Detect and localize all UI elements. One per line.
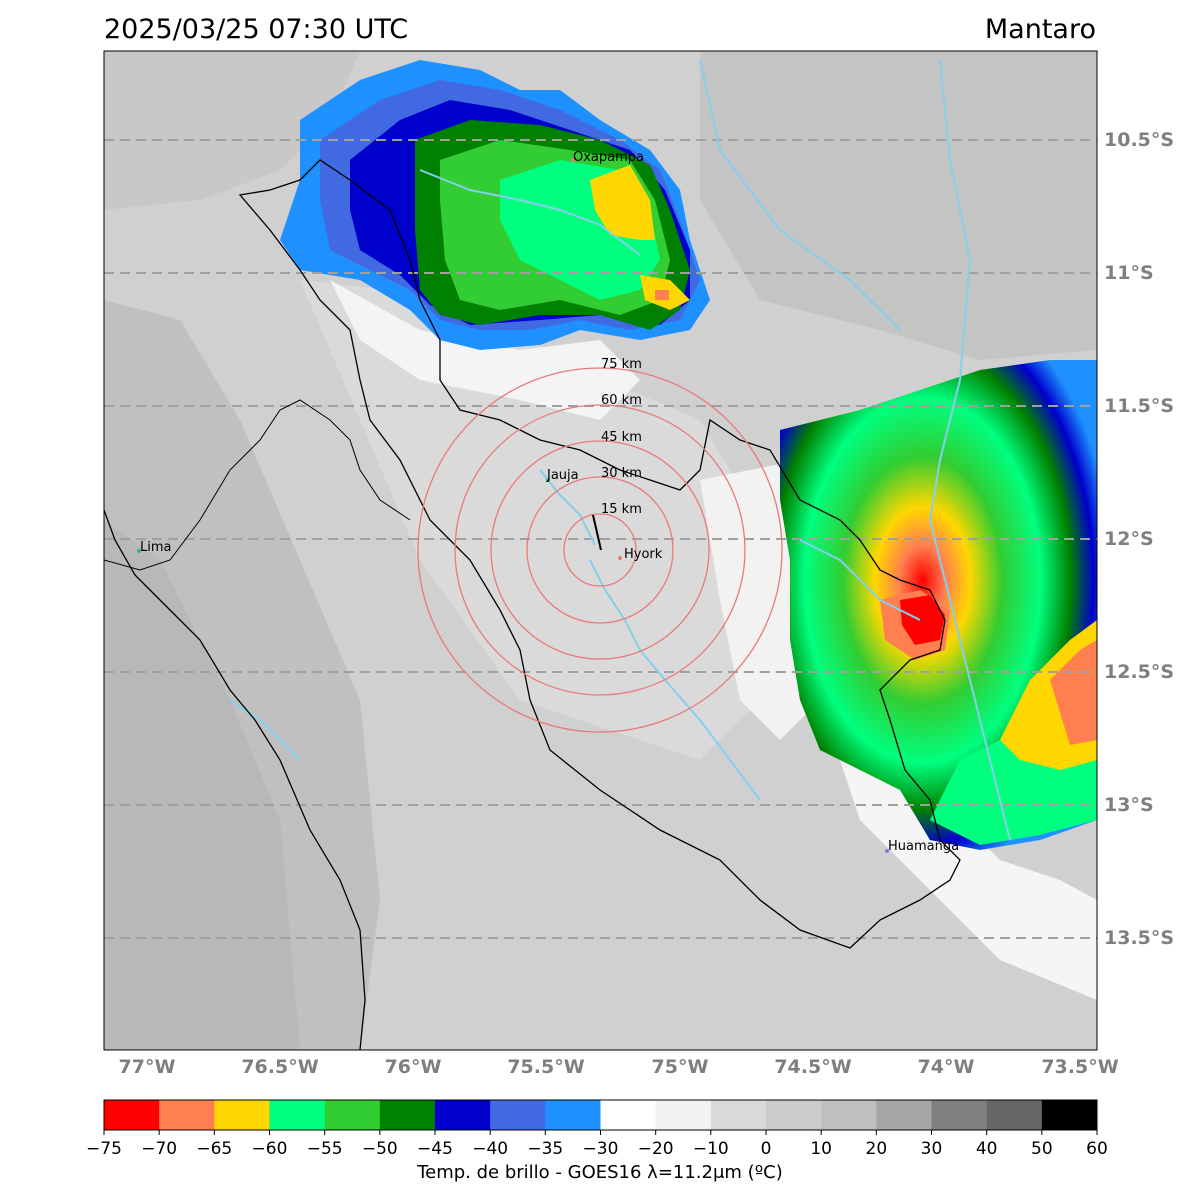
- lon-label-75w: 75°W: [652, 1056, 709, 1078]
- colorbar-tick-label: −75: [86, 1139, 122, 1159]
- lat-label-11-5s: 11.5°S: [1104, 395, 1174, 417]
- place-label-oxapampa: Oxapampa: [573, 150, 644, 165]
- ring-label-75km: 75 km: [601, 357, 642, 372]
- range-ring-15km: [563, 513, 637, 587]
- lat-label-12s: 12°S: [1104, 528, 1154, 550]
- range-ring-60km: [454, 404, 746, 696]
- lon-label-74-5w: 74.5°W: [774, 1056, 851, 1078]
- map-field: 15 km 30 km 45 km 60 km 75 km Oxapampa J…: [104, 51, 1097, 1050]
- colorbar-swatch: [766, 1100, 822, 1130]
- admin-boundary: [104, 399, 411, 571]
- place-marker-oxapampa: [571, 158, 575, 162]
- colorbar-tick-label: −10: [693, 1139, 729, 1159]
- lat-labels: 10.5°S 11°S 11.5°S 12°S 12.5°S 13°S 13.5…: [1104, 129, 1174, 949]
- place-label-huamanga: Huamanga: [888, 839, 959, 854]
- lon-label-76w: 76°W: [385, 1056, 442, 1078]
- colorbar-tick-label: −70: [141, 1139, 177, 1159]
- colorbar-swatch: [545, 1100, 601, 1130]
- colorbar-swatch: [490, 1100, 546, 1130]
- colorbar-swatch: [435, 1100, 491, 1130]
- colorbar-tick-label: −30: [583, 1139, 619, 1159]
- range-ring-30km: [526, 476, 674, 624]
- colorbar-swatch: [710, 1100, 767, 1130]
- lat-label-12-5s: 12.5°S: [1104, 661, 1174, 683]
- range-rings: [417, 367, 783, 733]
- colorbar-swatch: [986, 1100, 1043, 1130]
- place-marker-lima: [137, 549, 141, 553]
- colorbar-swatch: [379, 1100, 436, 1130]
- lat-label-13-5s: 13.5°S: [1104, 927, 1174, 949]
- ring-label-60km: 60 km: [601, 393, 642, 408]
- lon-label-75-5w: 75.5°W: [507, 1056, 584, 1078]
- colorbar-tick-label: 30: [921, 1139, 943, 1159]
- lat-label-10-5s: 10.5°S: [1104, 129, 1174, 151]
- colorbar-swatch: [1041, 1100, 1098, 1130]
- colorbar-tick-label: 20: [866, 1139, 888, 1159]
- colorbar-swatch: [931, 1100, 988, 1130]
- place-marker-jauja: [546, 478, 550, 482]
- rivers: [229, 59, 1011, 841]
- lon-labels: 77°W 76.5°W 76°W 75.5°W 75°W 74.5°W 74°W…: [119, 1056, 1119, 1078]
- lon-label-77w: 77°W: [119, 1056, 176, 1078]
- colorbar-tick-label: 40: [976, 1139, 998, 1159]
- colorbar-tick-label: −60: [252, 1139, 288, 1159]
- place-marker-huamanga: [885, 849, 889, 853]
- place-label-jauja: Jauja: [546, 468, 579, 483]
- radar-beam-line: [592, 514, 602, 551]
- colorbar-tick-label: −55: [307, 1139, 343, 1159]
- colorbar-tick-label: −20: [638, 1139, 674, 1159]
- range-ring-75km: [417, 367, 783, 733]
- lon-label-76-5w: 76.5°W: [241, 1056, 318, 1078]
- colorbar-swatch: [324, 1100, 381, 1130]
- colorbar-tick-label: −35: [527, 1139, 563, 1159]
- range-ring-45km: [490, 440, 710, 660]
- place-label-hyork: Hyork: [624, 547, 663, 562]
- colorbar-tick-label: −65: [196, 1139, 232, 1159]
- coastline: [104, 509, 366, 1050]
- colorbar-swatch: [821, 1100, 877, 1130]
- colorbar-swatch: [655, 1100, 712, 1130]
- lon-label-73-5w: 73.5°W: [1041, 1056, 1118, 1078]
- lat-gridlines: [104, 139, 1097, 939]
- ring-label-45km: 45 km: [601, 430, 642, 445]
- colorbar-swatch: [269, 1100, 326, 1130]
- colorbar-label: Temp. de brillo - GOES16 λ=11.2μm (ºC): [417, 1162, 783, 1183]
- ring-label-30km: 30 km: [601, 466, 642, 481]
- colorbar-swatch: [104, 1100, 160, 1130]
- place-marker-hyork: [618, 556, 622, 560]
- colorbar-tick-label: 50: [1031, 1139, 1053, 1159]
- colorbar-swatch: [876, 1100, 932, 1130]
- place-label-lima: Lima: [140, 540, 171, 555]
- ring-label-15km: 15 km: [601, 502, 642, 517]
- colorbar-swatch: [600, 1100, 657, 1130]
- lat-label-11s: 11°S: [1104, 262, 1154, 284]
- colorbar-ticks: −75 −70 −65 −60 −55 −50 −45 −40 −35 −30 −20 −10 0 10 2…: [86, 1130, 1108, 1159]
- colorbar-tick-label: −50: [362, 1139, 398, 1159]
- lat-label-13s: 13°S: [1104, 794, 1154, 816]
- colorbar-swatch: [159, 1100, 215, 1130]
- colorbar-tick-label: 0: [761, 1139, 772, 1159]
- colorbar: [103, 1099, 1098, 1131]
- colorbar-tick-label: −40: [472, 1139, 508, 1159]
- colorbar-tick-label: 10: [810, 1139, 832, 1159]
- map-frame: [103, 50, 1098, 1051]
- lon-label-74w: 74°W: [918, 1056, 975, 1078]
- colorbar-tick-label: −45: [417, 1139, 453, 1159]
- colorbar-tick-label: 60: [1086, 1139, 1108, 1159]
- colorbar-swatch: [214, 1100, 270, 1130]
- map-datetime: 2025/03/25 07:30 UTC: [104, 14, 409, 45]
- map-region-title: Mantaro: [984, 14, 1096, 45]
- basin-boundary: [238, 159, 961, 949]
